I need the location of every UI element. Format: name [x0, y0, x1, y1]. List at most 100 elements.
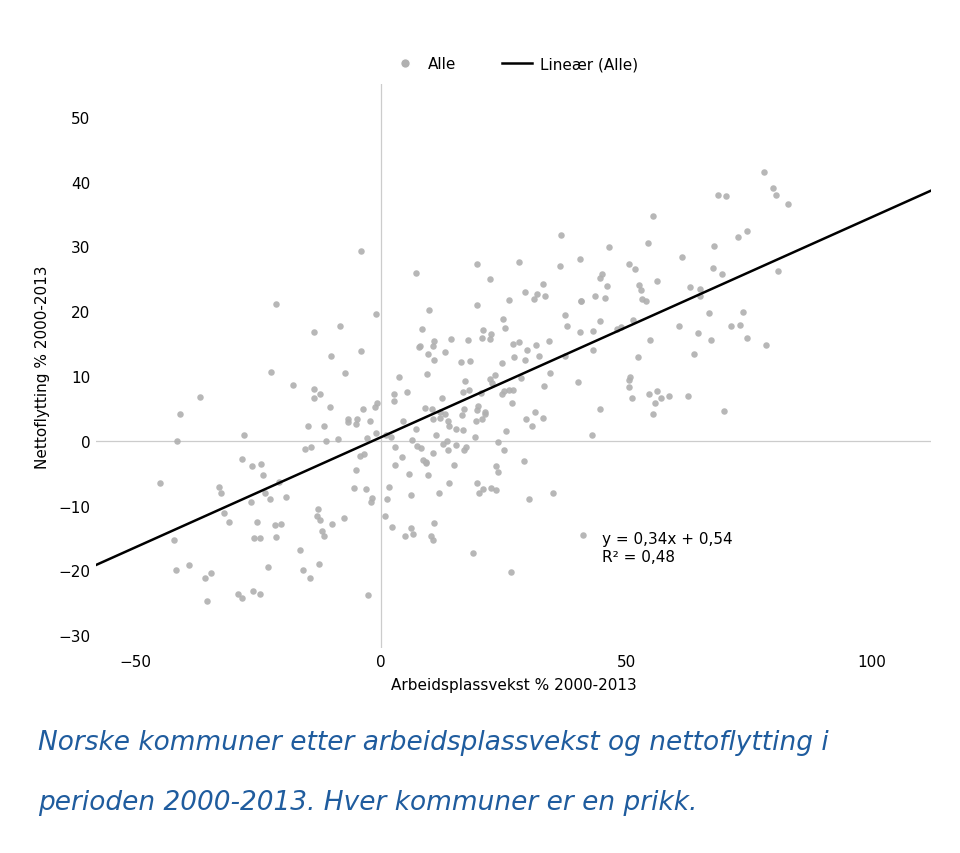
Point [518, 413, 534, 426]
Point [341, 413, 356, 426]
Point [369, 308, 384, 322]
Point [756, 166, 772, 180]
Point [536, 278, 551, 292]
Point [442, 420, 457, 433]
Point [330, 432, 346, 446]
Legend: Alle, Lineær (Alle): Alle, Lineær (Alle) [389, 57, 638, 72]
Point [349, 413, 365, 426]
Point [624, 392, 639, 405]
Point [683, 281, 698, 294]
Point [381, 481, 396, 495]
Point [204, 566, 219, 580]
Point [571, 376, 587, 390]
Point [272, 476, 287, 490]
Point [378, 428, 394, 442]
Point [312, 514, 327, 527]
Point [686, 347, 702, 361]
Point [362, 415, 377, 428]
Point [458, 374, 473, 388]
Point [399, 386, 415, 399]
Point [474, 332, 490, 345]
Point [471, 487, 487, 501]
Point [553, 229, 568, 242]
Point [388, 458, 403, 472]
Point [169, 435, 184, 449]
Point [537, 290, 552, 304]
Point [423, 530, 439, 543]
Point [396, 415, 411, 428]
Point [586, 344, 601, 357]
Point [424, 403, 440, 417]
Point [386, 395, 401, 409]
Point [332, 319, 348, 333]
Point [621, 381, 636, 395]
Point [370, 397, 385, 410]
Point [309, 510, 324, 524]
Point [257, 486, 273, 500]
Point [236, 428, 252, 442]
Point [594, 269, 610, 282]
Point [252, 588, 268, 601]
Point [653, 392, 668, 405]
Point [501, 293, 516, 307]
Point [463, 355, 478, 368]
Point [528, 339, 543, 352]
Point [622, 370, 637, 384]
Point [268, 519, 283, 532]
Point [420, 468, 436, 482]
Point [363, 496, 378, 509]
Point [346, 482, 361, 496]
Point [716, 405, 732, 419]
Point [552, 259, 567, 273]
Point [417, 402, 432, 415]
Point [592, 316, 608, 329]
Point [198, 572, 213, 585]
Point [739, 225, 755, 239]
Point [473, 386, 489, 400]
Point [408, 266, 423, 280]
Point [519, 345, 535, 358]
Point [558, 309, 573, 322]
Point [692, 282, 708, 296]
Point [426, 516, 442, 530]
Point [457, 403, 472, 416]
Point [249, 515, 264, 529]
Point [355, 403, 371, 416]
Point [323, 401, 338, 415]
Point [261, 560, 276, 574]
Point [167, 533, 182, 547]
Point [516, 455, 532, 468]
Point [735, 305, 751, 319]
Point [599, 281, 614, 294]
Point [558, 350, 573, 363]
Point [434, 392, 449, 405]
Point [718, 190, 733, 204]
Point [641, 387, 657, 401]
Point [337, 512, 352, 525]
Point [780, 198, 796, 212]
Point [646, 210, 661, 223]
Point [441, 444, 456, 457]
Point [433, 412, 448, 426]
Point [692, 290, 708, 304]
Point [428, 428, 444, 442]
Point [412, 340, 427, 354]
Point [395, 450, 410, 464]
Point [298, 443, 313, 456]
Point [247, 531, 262, 545]
Point [401, 467, 417, 481]
Point [234, 452, 250, 466]
Point [364, 491, 379, 505]
Point [263, 492, 278, 506]
Point [517, 353, 533, 367]
Point [602, 241, 617, 255]
Point [300, 420, 316, 433]
Point [200, 595, 215, 608]
Point [469, 258, 485, 272]
Point [482, 333, 497, 346]
Point [368, 426, 383, 440]
Point [490, 436, 505, 450]
Point [470, 400, 486, 414]
Point [456, 423, 471, 437]
Point [387, 441, 402, 455]
